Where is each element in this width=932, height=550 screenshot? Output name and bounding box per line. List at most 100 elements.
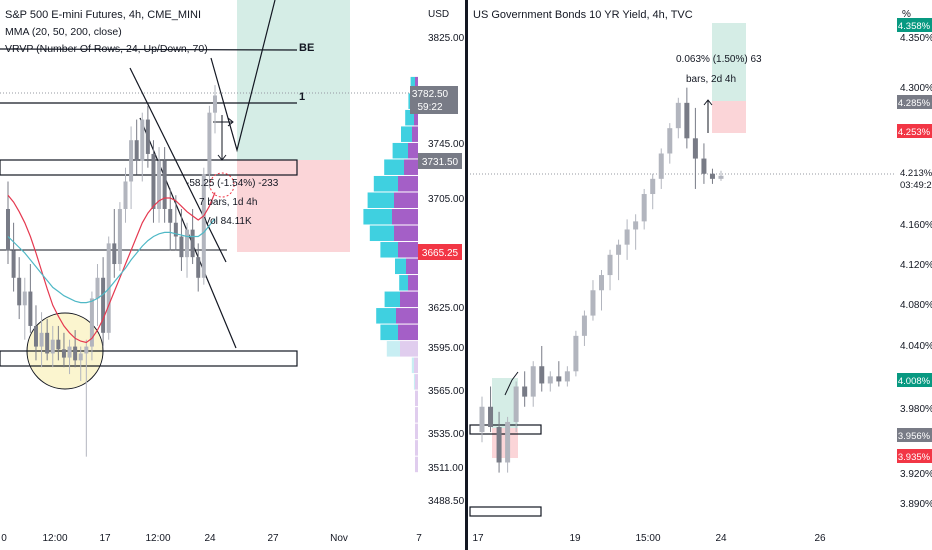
candle-body[interactable]	[496, 427, 502, 463]
candle-body[interactable]	[129, 140, 134, 182]
candle-body[interactable]	[117, 208, 122, 265]
candle-body[interactable]	[17, 277, 22, 306]
volume-profile-down	[396, 308, 418, 324]
candle-body[interactable]	[6, 208, 10, 251]
candle-body[interactable]	[162, 160, 167, 209]
projection-line[interactable]	[210, 0, 276, 153]
candle-body[interactable]	[684, 102, 690, 139]
level-box-3731[interactable]	[0, 159, 298, 176]
left-time-axis[interactable]: 0 12:00 17 12:00 24 27 Nov 7	[1, 533, 422, 544]
candle-body[interactable]	[89, 298, 94, 347]
candle-body[interactable]	[213, 95, 217, 113]
level-box-3595[interactable]	[0, 350, 298, 367]
candle-body[interactable]	[599, 275, 604, 291]
candle-body[interactable]	[641, 194, 647, 222]
candle-body[interactable]	[564, 371, 570, 382]
candle-body[interactable]	[556, 376, 562, 382]
volume-profile-down	[415, 440, 418, 456]
candle-body[interactable]	[78, 353, 83, 361]
candle-body[interactable]	[590, 290, 596, 316]
candle-body[interactable]	[95, 277, 100, 299]
candle-body[interactable]	[145, 119, 150, 154]
volume-profile-up	[380, 324, 398, 341]
candle-body[interactable]	[123, 181, 128, 209]
candle-body[interactable]	[573, 335, 579, 372]
candle-body[interactable]	[33, 325, 38, 347]
candle-body[interactable]	[505, 421, 511, 463]
candle-body[interactable]	[201, 174, 206, 278]
candle-body[interactable]	[709, 173, 715, 179]
candle-body[interactable]	[45, 332, 50, 354]
volume-profile[interactable]	[363, 76, 418, 473]
right-top-green-tag	[897, 18, 932, 32]
candle-body[interactable]	[56, 339, 61, 350]
candle-body[interactable]	[134, 140, 139, 161]
right-chart-pane[interactable]: 0.063% (1.50%) 63 bars, 2d 4h US Governm…	[469, 9, 932, 544]
candle-body[interactable]	[667, 128, 673, 154]
right-grey-tag-2	[897, 428, 932, 442]
right-price-axis[interactable]: 4.350% 4.300% 4.160% 4.120% 4.080% 4.040% 3.98…	[900, 33, 932, 510]
candle-body[interactable]	[607, 254, 613, 276]
candle-body[interactable]	[190, 229, 195, 258]
candle-body[interactable]	[488, 406, 494, 428]
candle-body[interactable]	[547, 376, 553, 384]
candle-body[interactable]	[28, 291, 33, 326]
right-time-axis[interactable]: 17 19 15:00 24 26	[472, 533, 826, 544]
volume-profile-up	[413, 374, 415, 390]
candle-body[interactable]	[173, 222, 178, 237]
left-candles[interactable]	[6, 85, 217, 457]
candle-body[interactable]	[479, 406, 485, 433]
candle-body[interactable]	[624, 229, 630, 245]
pane-separator[interactable]	[465, 0, 468, 550]
candle-body[interactable]	[539, 366, 545, 384]
candle-body[interactable]	[151, 153, 156, 209]
candle-body[interactable]	[675, 102, 681, 129]
volume-profile-up	[367, 192, 394, 208]
right-stop-loss-zone-2[interactable]	[492, 428, 518, 458]
candle-body[interactable]	[101, 277, 106, 333]
left-indicator-vrvp[interactable]: VRVP (Number Of Rows, 24, Up/Down, 70)	[5, 43, 208, 55]
left-price-axis[interactable]: 3825.00 3745.00 3705.00 3625.00 3595.00 3565.…	[428, 33, 465, 507]
candle-body[interactable]	[179, 236, 184, 258]
candle-body[interactable]	[157, 160, 162, 209]
candle-body[interactable]	[112, 243, 117, 265]
right-stop-loss-zone[interactable]	[712, 101, 746, 133]
candle-body[interactable]	[718, 175, 724, 179]
candle-body[interactable]	[196, 257, 201, 278]
candle-body[interactable]	[633, 221, 639, 230]
candle-body[interactable]	[73, 346, 78, 361]
right-level-box-3890[interactable]	[469, 506, 542, 517]
candle-body[interactable]	[22, 291, 27, 306]
channel-line-upper[interactable]	[129, 67, 227, 263]
candle-body[interactable]	[39, 332, 44, 347]
candle-body[interactable]	[650, 178, 656, 195]
candle-body[interactable]	[616, 244, 622, 255]
volume-profile-down	[415, 390, 418, 407]
candle-body[interactable]	[513, 386, 519, 422]
right-time-tick: 17	[472, 533, 484, 544]
candle-body[interactable]	[84, 346, 89, 354]
candle-body[interactable]	[581, 315, 587, 336]
candle-body[interactable]	[11, 250, 16, 278]
left-chart-pane[interactable]: BE 1 -58.25 (-1.54%) -233 7 bars, 1d 4h …	[0, 0, 465, 544]
candle-body[interactable]	[701, 158, 707, 174]
candle-body[interactable]	[61, 349, 66, 358]
take-profit-zone[interactable]	[237, 0, 350, 160]
candle-body[interactable]	[67, 346, 72, 358]
candle-body[interactable]	[530, 366, 536, 397]
left-indicator-mma[interactable]: MMA (20, 50, 200, close)	[5, 26, 122, 38]
candle-body[interactable]	[207, 112, 212, 175]
candle-body[interactable]	[658, 153, 664, 179]
candle-body[interactable]	[140, 119, 145, 161]
candle-body[interactable]	[50, 339, 55, 354]
candle-body[interactable]	[522, 386, 528, 397]
right-candles[interactable]	[479, 87, 724, 473]
be-line[interactable]	[0, 48, 298, 51]
right-take-profit-zone[interactable]	[712, 23, 746, 101]
volume-profile-down	[398, 324, 418, 341]
right-red-tag-1	[897, 124, 932, 138]
candle-body[interactable]	[692, 138, 698, 159]
candle-body[interactable]	[168, 208, 173, 223]
candle-body[interactable]	[185, 229, 190, 258]
